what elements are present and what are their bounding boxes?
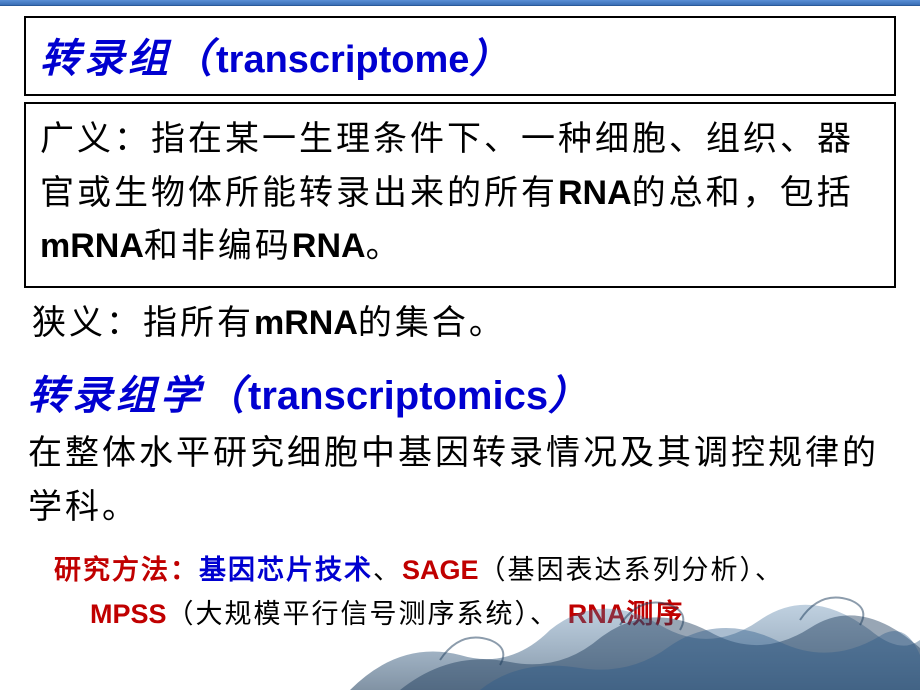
method-4-en: RNA (568, 599, 627, 629)
broad-rna1: RNA (558, 174, 632, 212)
methods-label: 研究方法： (54, 555, 199, 585)
narrow-mrna: mRNA (254, 304, 358, 342)
title1-cn: 转录组 (40, 36, 172, 81)
narrow-definition: 狭义：指所有mRNA的集合。 (24, 294, 896, 357)
slide-content: 转录组（transcriptome） 广义：指在某一生理条件下、一种细胞、组织、… (0, 6, 920, 637)
title-box-1: 转录组（transcriptome） (24, 16, 896, 96)
title1-paren-open: （ (172, 36, 216, 81)
broad-mid: 的总和，包括 (632, 175, 854, 212)
method-2-en: SAGE (402, 555, 479, 585)
narrow-prefix: 狭义：指所有 (32, 305, 254, 342)
method-1: 基因芯片技术 (199, 555, 373, 585)
broad-rna2: RNA (292, 227, 366, 265)
method-4-cn: 测序 (626, 599, 684, 629)
method-3-cn: （大规模平行信号测序系统） (167, 599, 531, 629)
broad-definition-box: 广义：指在某一生理条件下、一种细胞、组织、器官或生物体所能转录出来的所有RNA的… (24, 102, 896, 288)
method-3-en: MPSS (90, 599, 167, 629)
broad-mrna: mRNA (40, 227, 144, 265)
sep-3: 、 (530, 599, 559, 629)
narrow-suffix: 的集合。 (358, 305, 506, 342)
broad-definition-text: 广义：指在某一生理条件下、一种细胞、组织、器官或生物体所能转录出来的所有RNA的… (40, 114, 880, 274)
title2-cn: 转录组学 (28, 373, 204, 418)
title2-en: transcriptomics (248, 374, 548, 418)
broad-and: 和非编码 (144, 228, 292, 265)
title1-en: transcriptome (216, 39, 469, 81)
research-methods: 研究方法：基因芯片技术、SAGE（基因表达系列分析）、 MPSS（大规模平行信号… (24, 544, 896, 637)
title2-paren-open: （ (204, 373, 248, 418)
description-2: 在整体水平研究细胞中基因转录情况及其调控规律的学科。 (24, 427, 896, 544)
heading-2: 转录组学（transcriptomics） (24, 357, 896, 427)
broad-end: 。 (366, 228, 403, 265)
sep-2: 、 (755, 555, 784, 585)
title2-paren-close: ） (548, 373, 592, 418)
sep-1: 、 (373, 555, 402, 585)
method-2-cn: （基因表达系列分析） (479, 555, 756, 585)
title1-paren-close: ） (469, 36, 513, 81)
